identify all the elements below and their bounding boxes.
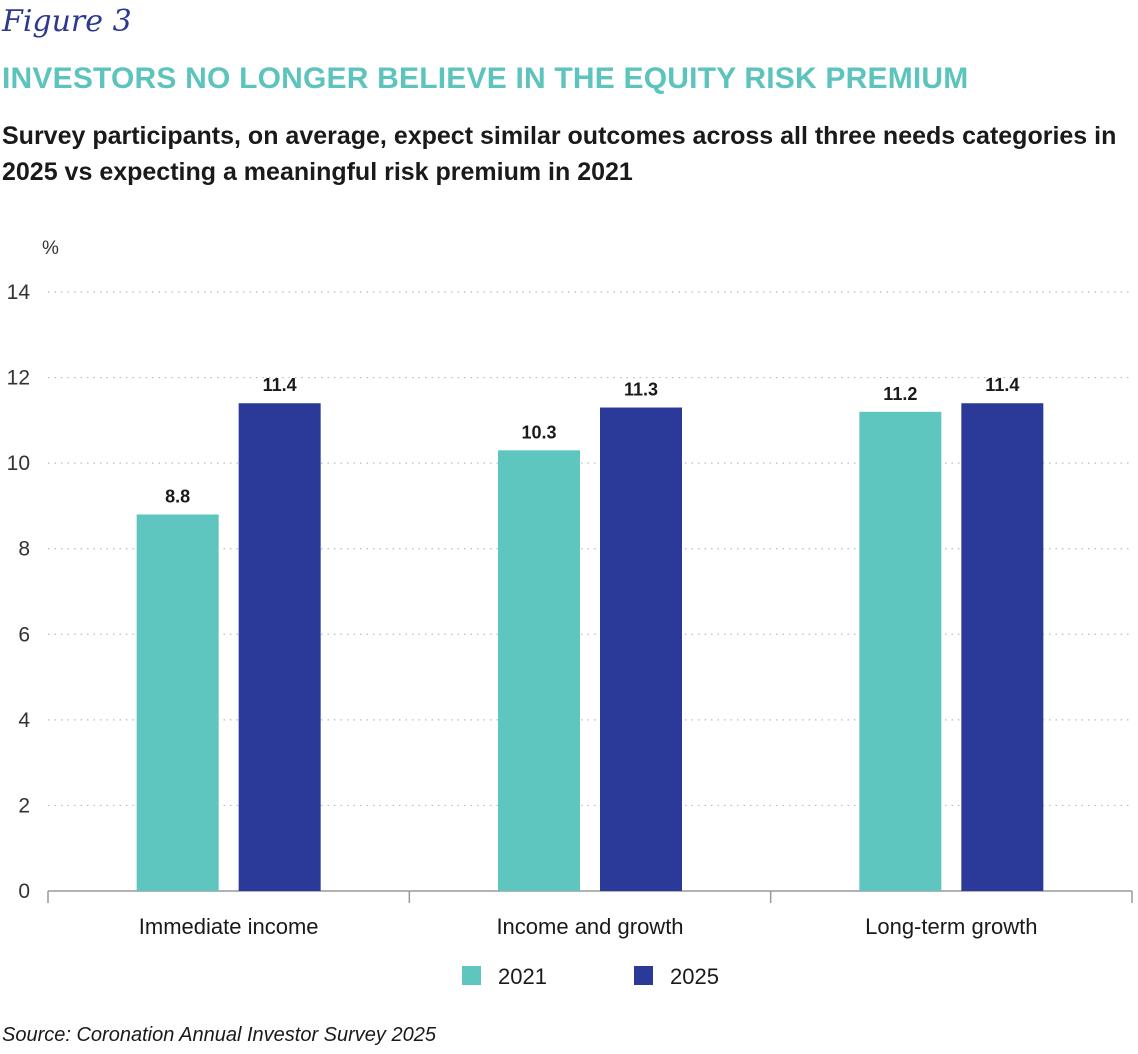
chart-title: INVESTORS NO LONGER BELIEVE IN THE EQUIT… [2,62,969,95]
bar-value-label: 10.3 [521,422,556,442]
y-axis-unit-label: % [42,238,59,259]
legend-swatch-2021 [462,966,481,985]
bar-2025-1 [600,407,682,891]
bar-value-label: 11.4 [985,375,1019,395]
y-tick-label: 4 [18,709,30,732]
bar-2025-2 [961,403,1044,891]
figure-label: Figure 3 [2,4,132,39]
bar-chart: % 0 2 4 6 8 10 12 14 8.8 11.4 Immediate income 10.3 1… [7,238,1133,989]
bar-value-label: 11.2 [883,384,917,404]
source-note: Source: Coronation Annual Investor Surve… [2,1024,436,1046]
legend-label-2025: 2025 [670,964,719,989]
bar-value-label: 11.4 [263,375,297,395]
category-label: Income and growth [496,914,683,939]
y-tick-label: 14 [7,281,31,304]
bar-value-label: 11.3 [624,380,658,400]
category-label: Long-term growth [865,914,1037,939]
y-tick-label: 2 [18,794,30,817]
legend-label-2021: 2021 [498,964,547,989]
bar-2021-2 [859,411,942,891]
y-tick-label: 12 [7,367,30,390]
y-tick-label: 10 [7,452,30,475]
chart-subtitle: Survey participants, on average, expect … [2,122,1117,186]
bar-value-label: 8.8 [165,486,190,506]
category-label: Immediate income [139,914,319,939]
y-tick-label: 0 [18,880,30,903]
bar-2021-0 [136,514,219,891]
legend-swatch-2025 [634,966,653,985]
y-tick-label: 6 [18,623,30,646]
y-tick-label: 8 [18,538,30,561]
bar-2021-1 [498,450,580,891]
bar-2025-0 [238,403,321,891]
